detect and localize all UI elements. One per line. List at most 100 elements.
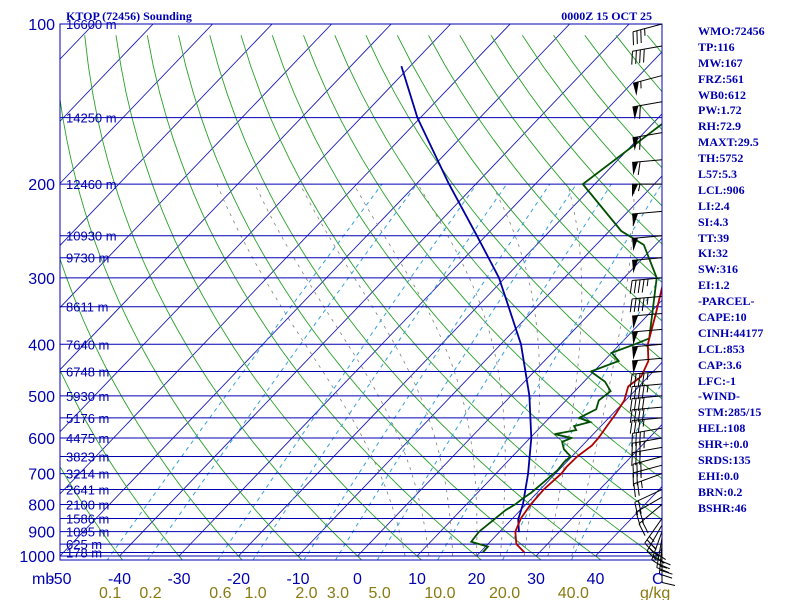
stability-index-item: -PARCEL-: [698, 294, 755, 309]
wind-barb-flag: [637, 482, 640, 496]
wind-barb-staff: [632, 257, 663, 261]
wind-barb-flag: [633, 373, 637, 388]
wind-barb-flag: [631, 443, 633, 457]
wind-barb-pennant: [633, 81, 639, 96]
dry-adiabat-line: [115, 35, 423, 560]
wind-barb-staff: [632, 23, 663, 33]
wind-barb-staff: [632, 427, 663, 434]
dry-adiabat-line: [60, 96, 303, 560]
wind-barb: [632, 132, 663, 151]
wind-barb: [632, 101, 663, 120]
wind-barb-staff: [632, 417, 663, 421]
dry-adiabat-line: [459, 35, 662, 283]
pressure-tick-label: 100: [28, 17, 55, 34]
wind-barb-pennant: [632, 105, 639, 120]
wind-barb: [632, 357, 663, 374]
dry-adiabat-line: [271, 35, 662, 521]
stability-index-item: SRDS:135: [698, 453, 751, 468]
dry-adiabat-line: [146, 35, 482, 560]
wind-barb-staff: [632, 464, 663, 474]
wind-barb-flag: [629, 374, 633, 388]
pressure-tick-label: 500: [28, 389, 55, 406]
wind-barb-flag: [631, 433, 633, 447]
stability-index-item: BRN:0.2: [698, 484, 743, 499]
wind-barb-staff: [632, 383, 663, 388]
wind-barb-flag: [659, 573, 673, 579]
isotherm-line: [60, 24, 570, 557]
temperature-unit-label: C: [652, 571, 664, 588]
wind-barb-staff: [632, 75, 663, 84]
wind-barb-flag: [641, 297, 645, 312]
wind-barb-flag: [646, 550, 658, 561]
moist-adiabat-line: [216, 183, 406, 557]
grid-lines: [60, 24, 662, 560]
mixing-ratio-line: [217, 183, 478, 560]
wind-barb-staff: [632, 132, 663, 139]
height-level-label: 3823 m: [66, 449, 109, 464]
wind-barb-flag: [634, 502, 639, 516]
wind-barb-flag: [637, 419, 641, 434]
stability-index-list: WMO:72456 TP:116 MW:167 FRZ:561 WB0:612 PW:1.…: [698, 24, 798, 517]
wind-barb-flag: [637, 298, 641, 312]
temperature-trace: [514, 283, 662, 554]
height-level-label: 2100 m: [66, 497, 109, 512]
wind-barb-flag: [641, 408, 645, 422]
stability-index-item: LI:2.4: [698, 198, 730, 213]
wind-barb-pennant: [632, 161, 639, 176]
dry-adiabat-line: [60, 257, 243, 560]
wind-barb: [631, 437, 663, 457]
wind-barb-pennant: [632, 331, 639, 345]
height-level-label: 1586 m: [66, 511, 109, 526]
pressure-tick-label: 600: [28, 431, 55, 448]
wind-barb-staff: [632, 371, 663, 375]
wind-barb-staff: [632, 295, 663, 300]
mixing-ratio-line: [376, 183, 612, 560]
stability-index-item: TH:5752: [698, 151, 744, 166]
height-level-label: 16600 m: [66, 17, 117, 32]
temperature-tick-label: 20: [468, 571, 486, 588]
wind-barb: [632, 183, 662, 198]
wind-barb: [631, 427, 663, 447]
wind-barb: [632, 159, 663, 176]
height-level-label: 9730 m: [66, 251, 109, 266]
isotherm-line: [60, 24, 213, 184]
wind-barb-flag: [637, 373, 641, 387]
temperature-tick-label: 30: [527, 571, 545, 588]
wind-barb-half-flag: [642, 419, 645, 427]
moist-adiabat-line: [299, 183, 454, 557]
wind-barb-flag: [635, 511, 641, 526]
dry-adiabat-line: [396, 35, 662, 361]
wind-barb-flag: [637, 408, 641, 423]
wind-barb-half-flag: [646, 385, 649, 393]
dry-adiabat-line: [60, 465, 124, 560]
wind-barb: [661, 552, 676, 586]
dewpoint-trace: [469, 122, 662, 554]
stability-index-item: EHI:0.0: [698, 468, 740, 483]
mixing-ratio-tick-label: 0.6: [209, 585, 231, 600]
mixing-ratio-tick-label: 0.2: [139, 585, 161, 600]
stability-index-item: SHR+:0.0: [698, 437, 749, 452]
wind-barb-flag: [637, 385, 641, 400]
wind-barb: [632, 23, 663, 46]
wind-barb-flag: [629, 420, 633, 434]
height-level-label: 2641 m: [66, 483, 109, 498]
pressure-tick-label: 800: [28, 497, 55, 514]
wind-barb-flag: [629, 386, 633, 400]
temperature-tick-label: -20: [227, 571, 250, 588]
wind-barb: [632, 210, 663, 227]
valid-time: 0000Z 15 OCT 25: [561, 9, 652, 23]
wind-barb-flag: [635, 442, 637, 456]
parcel-trace: [400, 65, 533, 533]
wind-barb-flag: [629, 298, 633, 313]
wind-barb: [629, 417, 663, 434]
mixing-ratio-tick-label: 3.0: [327, 585, 349, 600]
dry-adiabat-line: [334, 35, 662, 440]
temperature-tick-label: -50: [48, 571, 71, 588]
wind-barb-flag: [639, 441, 641, 456]
wind-barb: [632, 455, 663, 478]
wind-barb: [644, 518, 663, 554]
moist-adiabat-line: [491, 183, 540, 557]
wind-barb-column: [629, 23, 676, 586]
station-title: KTOP (72456) Sounding: [66, 9, 192, 23]
